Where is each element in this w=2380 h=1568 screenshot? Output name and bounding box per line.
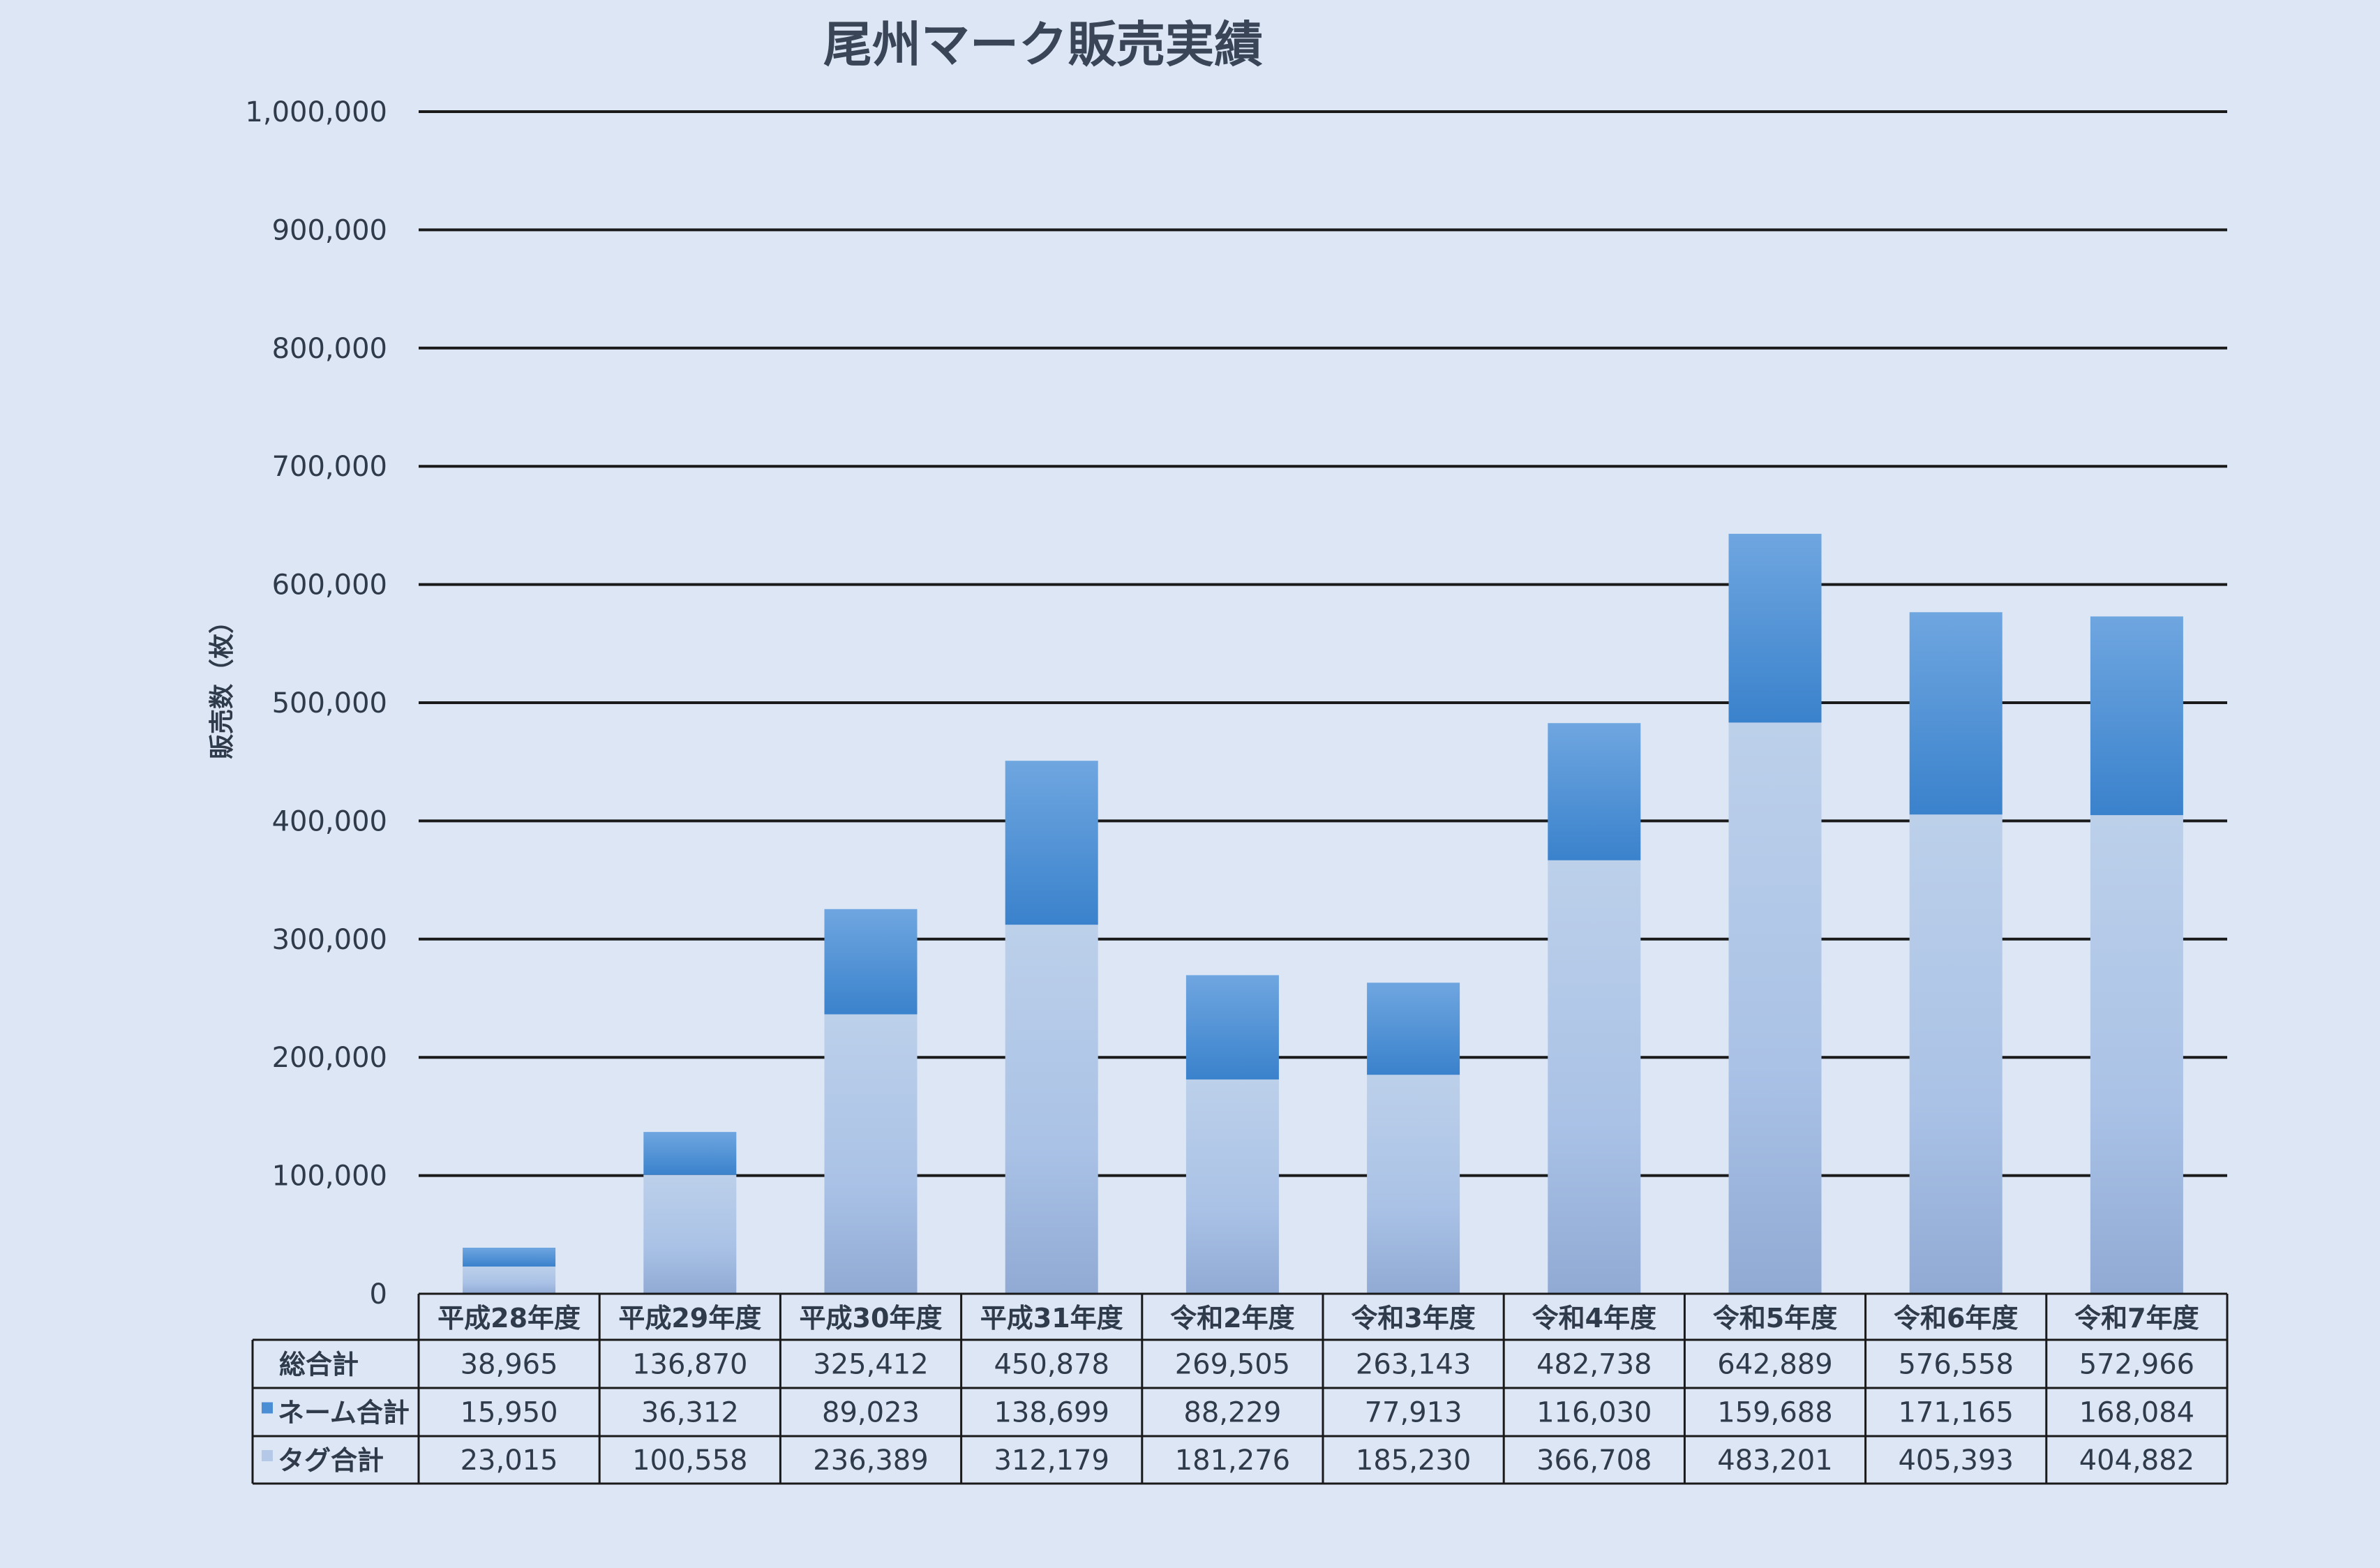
category-label: 平成31年度 [980,1303,1123,1334]
y-axis-label: 販売数（枚） [208,608,237,759]
category-label: 令和7年度 [2074,1303,2199,1334]
data-label-tag: 236,389 [813,1444,928,1477]
data-label-total: 450,878 [994,1349,1109,1381]
data-label-name: 36,312 [641,1397,739,1429]
data-label-total: 136,870 [632,1349,747,1381]
data-label-name: 116,030 [1536,1397,1652,1429]
data-label-tag: 404,882 [2079,1444,2194,1477]
bar-name-5 [1367,983,1460,1075]
data-label-total: 482,738 [1536,1349,1652,1381]
y-tick-label: 0 [370,1278,387,1311]
category-label: 令和2年度 [1170,1303,1294,1334]
bar-tag-7 [1728,722,1822,1294]
y-tick-label: 600,000 [272,569,387,602]
bar-name-9 [2090,616,2183,816]
bar-tag-2 [824,1014,918,1294]
data-label-total: 572,966 [2079,1349,2194,1381]
y-tick-label: 100,000 [272,1160,387,1193]
bar-name-2 [824,909,918,1015]
bar-name-1 [643,1132,737,1175]
bar-tag-3 [1005,925,1098,1294]
data-label-name: 159,688 [1717,1397,1832,1429]
data-label-tag: 366,708 [1536,1444,1652,1477]
data-label-tag: 181,276 [1175,1444,1290,1477]
data-label-name: 168,084 [2079,1397,2194,1429]
bar-tag-1 [643,1174,737,1294]
y-tick-label: 500,000 [272,687,387,719]
bar-tag-4 [1185,1079,1279,1294]
bar-tag-5 [1367,1075,1460,1294]
data-label-total: 642,889 [1717,1349,1832,1381]
bar-name-6 [1548,723,1641,860]
category-label: 平成29年度 [618,1303,761,1334]
y-tick-label: 400,000 [272,805,387,837]
data-label-total: 269,505 [1175,1349,1290,1381]
data-label-total: 263,143 [1356,1349,1471,1381]
data-table: 平成28年度 平成29年度 平成30年度 平成31年度 令和2年度 令和3年度 令和4年度 令… [251,1292,2229,1485]
bar-name-3 [1005,761,1098,925]
y-tick-labels: 0 100,000 200,000 300,000 400,000 500,000 600,… [245,96,387,1311]
category-label: 令和6年度 [1894,1303,2018,1334]
row-header-total: 総合計 [279,1350,359,1380]
y-tick-label: 1,000,000 [245,96,387,128]
bar-name-7 [1728,533,1822,723]
data-label-name: 171,165 [1898,1397,2013,1429]
data-label-name: 15,950 [461,1397,558,1429]
data-label-tag: 185,230 [1356,1444,1471,1477]
bar-name-8 [1909,612,2003,815]
data-label-name: 77,913 [1365,1397,1462,1429]
gridlines [419,110,2227,1177]
legend-swatch-tag [262,1450,273,1461]
bar-tag-6 [1548,860,1641,1294]
bar-tag-9 [2090,815,2183,1294]
data-label-tag: 23,015 [461,1444,558,1477]
data-label-total: 325,412 [813,1349,928,1381]
y-tick-label: 700,000 [272,451,387,483]
chart-title: 尾州マーク販売実績 [823,16,1263,73]
data-label-tag: 312,179 [994,1444,1109,1477]
category-label: 令和3年度 [1351,1303,1475,1334]
data-label-name: 88,229 [1183,1397,1281,1429]
y-tick-label: 900,000 [272,214,387,246]
y-tick-label: 200,000 [272,1042,387,1074]
category-label: 平成30年度 [800,1303,943,1334]
data-label-tag: 100,558 [632,1444,747,1477]
data-label-name: 138,699 [994,1397,1109,1429]
data-label-tag: 405,393 [1898,1444,2013,1477]
bar-tag-8 [1909,814,2003,1294]
y-tick-label: 800,000 [272,333,387,365]
data-label-tag: 483,201 [1717,1444,1832,1477]
category-label: 令和5年度 [1713,1303,1837,1334]
row-header-name: ネーム合計 [278,1398,410,1428]
data-label-name: 89,023 [822,1397,920,1429]
bar-name-0 [463,1247,556,1267]
legend-swatch-name [262,1402,273,1414]
bar-tag-0 [463,1267,556,1294]
category-label: 令和4年度 [1532,1303,1656,1334]
data-label-total: 576,558 [1898,1349,2013,1381]
bars [463,533,2183,1294]
data-label-total: 38,965 [461,1349,558,1381]
category-label: 平成28年度 [437,1303,581,1334]
y-tick-label: 300,000 [272,924,387,956]
row-header-tag: タグ合計 [278,1445,384,1476]
bar-name-4 [1185,975,1279,1080]
